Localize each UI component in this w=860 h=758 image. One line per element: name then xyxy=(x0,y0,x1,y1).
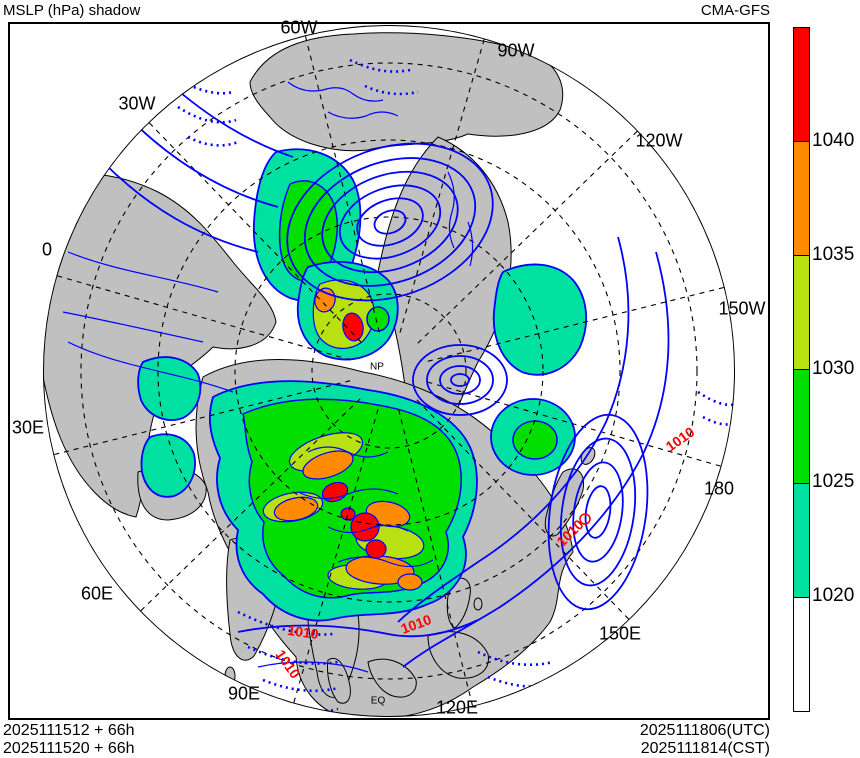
shade-red-siberia-3 xyxy=(365,539,387,559)
colorbar-segment-above-1040 xyxy=(794,28,809,142)
meridian-label-60w: 60W xyxy=(280,17,318,38)
atlantic-arc-2 xyxy=(127,116,279,208)
meridian-label-150e: 150E xyxy=(598,623,642,644)
meridian-label-120w: 120W xyxy=(635,130,683,151)
graticule xyxy=(52,34,726,708)
equator-label: EQ xyxy=(370,695,386,707)
colorbar-tick-1030: 1030 xyxy=(812,358,855,379)
landmass-sumatra xyxy=(367,658,417,698)
arctic-low-contours xyxy=(286,142,494,302)
landmass-borneo xyxy=(427,631,489,679)
shade-green-east-of-core xyxy=(366,306,390,332)
kamchatka-low-contours xyxy=(547,413,649,611)
colorbar-segment-1025-1030 xyxy=(794,370,809,484)
asia-noise-4 xyxy=(337,556,434,568)
north-pole-label: NP xyxy=(370,361,384,373)
page-title: MSLP (hPa) shadow xyxy=(3,2,141,19)
meridian-label-0: 0 xyxy=(41,239,53,260)
meridian-label-180: 180 xyxy=(703,478,735,499)
run-time-line-1: 2025111512 + 66h xyxy=(3,722,135,739)
run-time-line-2: 2025111520 + 66h xyxy=(3,740,135,757)
atlantic-low-contours xyxy=(412,344,508,416)
shade-red-greenland xyxy=(342,312,364,342)
shade-mint-europe-1 xyxy=(137,356,202,421)
map-frame xyxy=(8,22,770,720)
pressure-colorbar xyxy=(793,27,810,712)
colorbar-tick-1025: 1025 xyxy=(812,471,855,492)
archipelago-squiggle-1 xyxy=(287,81,384,102)
colorbar-tick-1020: 1020 xyxy=(812,585,855,606)
atlantic-arc-3 xyxy=(102,161,259,253)
meridian-label-90w: 90W xyxy=(497,40,535,61)
europe-contour-1 xyxy=(67,251,219,293)
landmass-philippines xyxy=(446,577,471,629)
shade-mint-pacific-north xyxy=(492,263,588,376)
shade-orange-siberia-1 xyxy=(302,450,354,480)
pacific-1010-contour xyxy=(402,251,670,668)
shade-red-siberia-4 xyxy=(340,507,356,521)
shade-green-pacific-south xyxy=(512,420,558,460)
meridian-label-120e: 120E xyxy=(435,697,479,718)
labrador-squiggle-2 xyxy=(467,221,474,267)
europe-contour-2 xyxy=(62,311,204,343)
valid-time-utc: 2025111806(UTC) xyxy=(639,722,770,739)
isobar-contours xyxy=(62,81,670,673)
landmass-malay xyxy=(327,658,351,704)
colorbar-segment-1020-1025 xyxy=(794,484,809,598)
south-asia-contour-2 xyxy=(257,661,369,673)
valid-time-cst: 2025111814(CST) xyxy=(640,740,770,757)
pressure-map-canvas xyxy=(43,25,735,717)
landmass-arctic-canada xyxy=(249,32,564,152)
shade-orange-siberia-2 xyxy=(273,496,319,522)
europe-contour-3 xyxy=(67,341,234,393)
pacific-inner-contour xyxy=(397,236,630,623)
meridian-label-90e: 90E xyxy=(227,683,261,704)
colorbar-segment-1035-1040 xyxy=(794,142,809,256)
model-label: CMA-GFS xyxy=(700,2,770,19)
shade-mint-europe-2 xyxy=(140,433,196,498)
asia-noise-2 xyxy=(297,488,399,500)
colorbar-segment-1030-1035 xyxy=(794,256,809,370)
landmass-philippine-island xyxy=(473,597,483,611)
meridian-label-30e: 30E xyxy=(11,417,45,438)
archipelago-squiggle-2 xyxy=(327,111,399,119)
asia-noise-1 xyxy=(307,446,389,458)
colorbar-tick-1035: 1035 xyxy=(812,244,855,265)
shade-red-siberia-2 xyxy=(350,512,380,542)
colorbar-segment-below-1020 xyxy=(794,598,809,710)
shade-orange-siberia-5 xyxy=(397,573,423,591)
colorbar-tick-1040: 1040 xyxy=(812,130,855,151)
meridian-label-60e: 60E xyxy=(80,583,114,604)
labrador-squiggle-1 xyxy=(447,171,455,249)
meridian-label-30w: 30W xyxy=(118,93,156,114)
asia-noise-3 xyxy=(327,524,409,534)
meridian-label-150w: 150W xyxy=(718,298,766,319)
red-contour-ring xyxy=(579,513,591,525)
